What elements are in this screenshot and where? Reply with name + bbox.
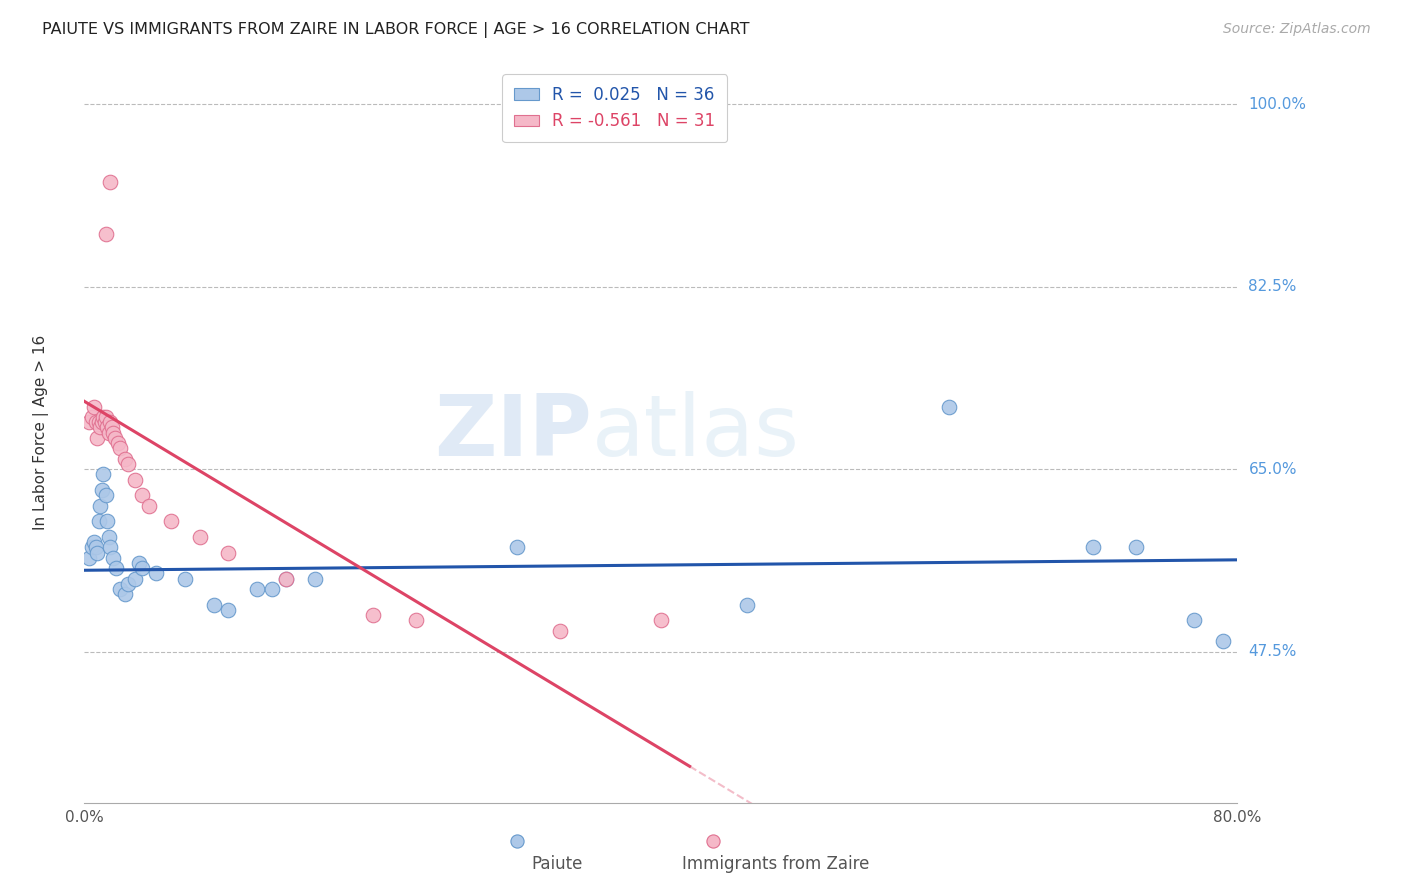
Point (304, 572, 326, 586)
Point (94, 488, 117, 502)
Point (138, 499, 160, 513)
Point (1083, 541, 1105, 555)
Point (188, 530, 211, 544)
Point (91, 409, 114, 424)
Point (506, 541, 529, 555)
Text: 100.0%: 100.0% (1249, 96, 1306, 112)
Point (218, 545, 240, 559)
Legend: R =  0.025   N = 36, R = -0.561   N = 31: R = 0.025 N = 36, R = -0.561 N = 31 (502, 74, 727, 142)
Point (96, 514, 118, 528)
Text: Paiute: Paiute (531, 855, 582, 872)
Point (104, 431, 127, 445)
Point (90, 483, 112, 497)
Point (105, 561, 128, 575)
Point (89, 420, 111, 434)
Point (90, 415, 112, 429)
Point (110, 582, 132, 596)
Text: 65.0%: 65.0% (1249, 462, 1296, 476)
Point (938, 400, 960, 414)
Point (202, 598, 225, 612)
Point (650, 613, 672, 627)
Point (218, 603, 240, 617)
Point (107, 436, 129, 450)
Text: In Labor Force | Age > 16: In Labor Force | Age > 16 (32, 335, 49, 530)
Point (93, 415, 115, 429)
Point (103, 550, 124, 565)
Point (131, 488, 153, 502)
Point (276, 572, 298, 586)
Text: atlas: atlas (592, 391, 800, 475)
Text: ZIP: ZIP (434, 391, 592, 475)
Point (86, 431, 108, 445)
Point (87, 415, 110, 429)
Point (97, 530, 120, 544)
Point (96, 420, 118, 434)
Point (114, 451, 136, 466)
Point (86, 545, 108, 559)
Point (1182, 613, 1205, 627)
Point (128, 556, 150, 570)
Point (80, 409, 103, 424)
Point (89, 499, 111, 513)
Text: Immigrants from Zaire: Immigrants from Zaire (682, 855, 870, 872)
Text: Source: ZipAtlas.com: Source: ZipAtlas.com (1223, 22, 1371, 37)
Point (260, 582, 283, 596)
Point (117, 457, 139, 471)
Point (97, 425, 120, 440)
Point (84, 415, 107, 429)
Text: PAIUTE VS IMMIGRANTS FROM ZAIRE IN LABOR FORCE | AGE > 16 CORRELATION CHART: PAIUTE VS IMMIGRANTS FROM ZAIRE IN LABOR… (42, 22, 749, 38)
Point (87, 514, 110, 528)
Point (124, 572, 146, 586)
Point (246, 582, 269, 596)
Point (103, 425, 124, 440)
Point (98, 541, 121, 555)
Text: 47.5%: 47.5% (1249, 644, 1296, 659)
Text: 82.5%: 82.5% (1249, 279, 1296, 294)
Point (94, 227, 117, 242)
Point (1212, 634, 1234, 648)
Point (110, 442, 132, 456)
Point (160, 514, 183, 528)
Point (405, 613, 427, 627)
Point (98, 175, 121, 189)
Point (145, 566, 167, 581)
Point (114, 587, 136, 601)
Point (84, 541, 107, 555)
Point (77, 550, 100, 565)
Point (1125, 541, 1147, 555)
Point (83, 535, 105, 549)
Point (174, 572, 197, 586)
Point (124, 473, 146, 487)
Point (737, 598, 759, 612)
Point (80, 541, 103, 555)
Point (91, 467, 114, 482)
Point (361, 608, 384, 623)
Point (94, 409, 117, 424)
Point (276, 572, 298, 586)
Point (548, 624, 571, 638)
Point (83, 400, 105, 414)
Point (100, 420, 122, 434)
Point (98, 415, 121, 429)
Point (77, 415, 100, 429)
Point (117, 577, 139, 591)
Point (131, 561, 153, 575)
